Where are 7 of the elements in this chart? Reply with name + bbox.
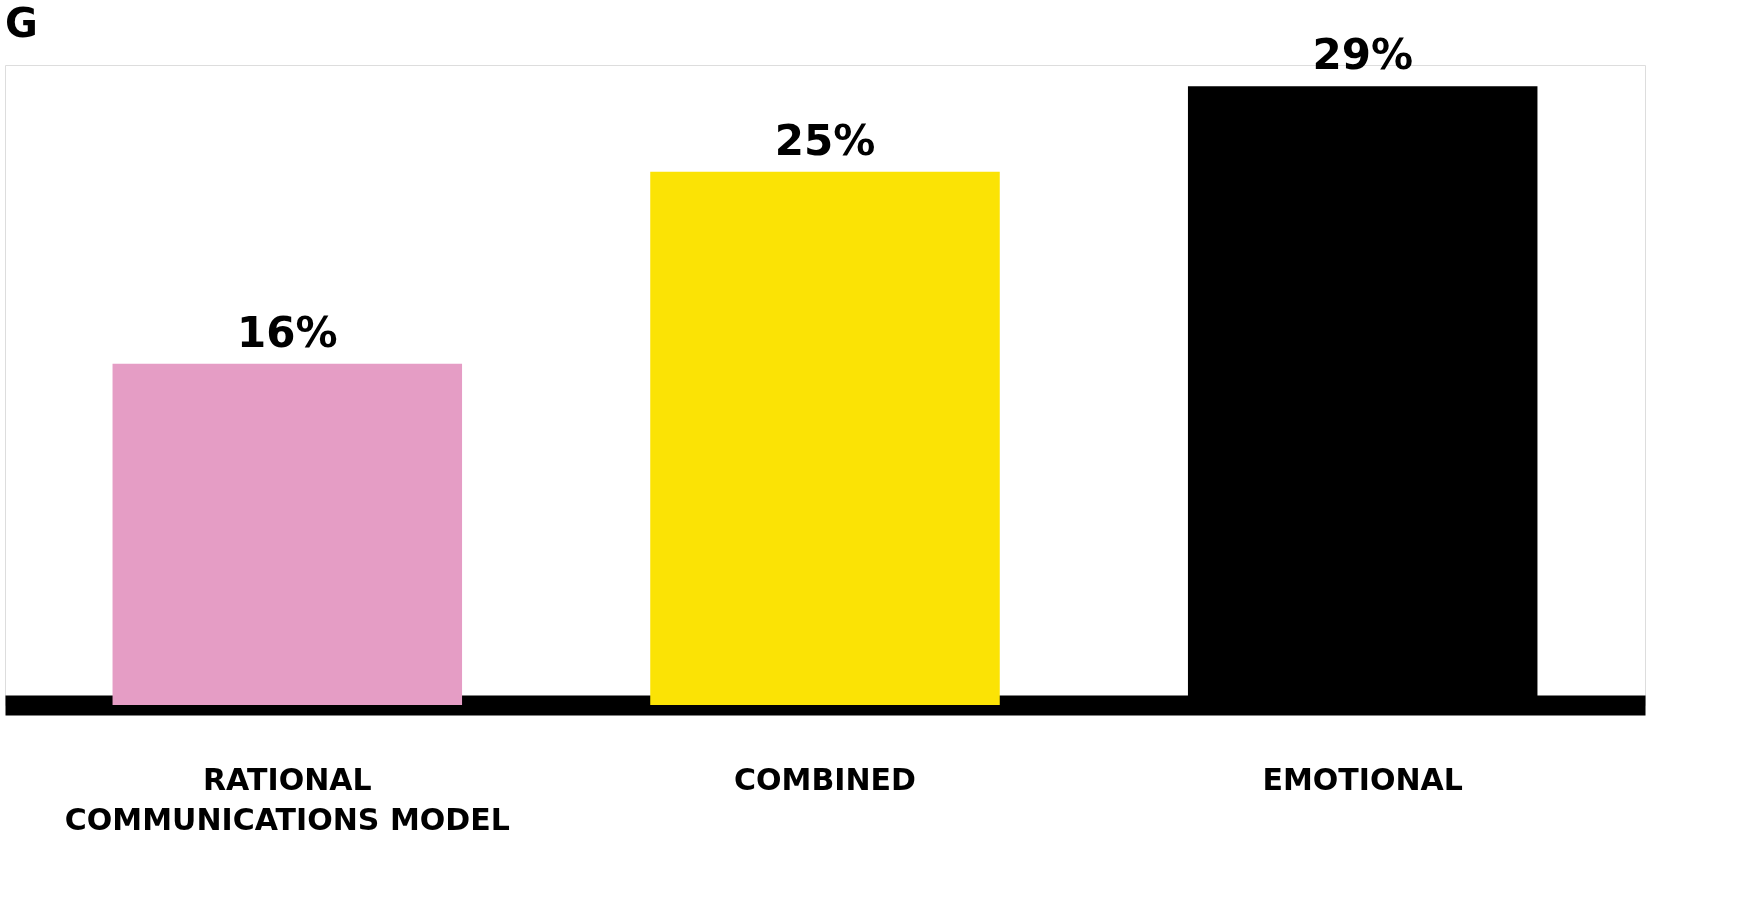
- chart-title: G: [5, 0, 38, 47]
- x-tick-label: COMBINED: [734, 761, 916, 797]
- data-label: 16%: [237, 307, 338, 357]
- x-tick-label: EMOTIONAL: [1262, 761, 1463, 797]
- data-label: 25%: [774, 115, 876, 165]
- x-tick-label: RATIONAL COMMUNICATIONS MODEL: [64, 761, 510, 837]
- data-label: 29%: [1312, 30, 1413, 80]
